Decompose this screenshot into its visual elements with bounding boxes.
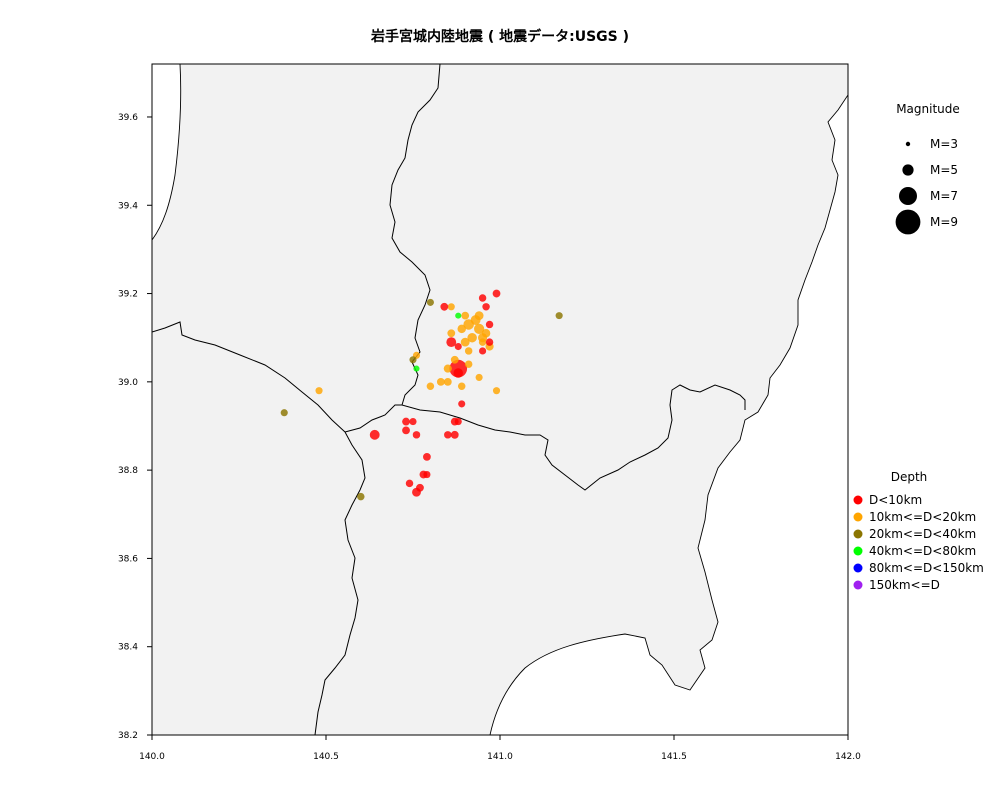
depth-legend-title: Depth [891, 470, 928, 484]
depth-legend-label: 10km<=D<20km [869, 510, 976, 524]
depth-legend-label: 40km<=D<80km [869, 544, 976, 558]
earthquake-point [481, 329, 491, 338]
earthquake-point [457, 382, 466, 390]
earthquake-point [464, 347, 473, 355]
earthquake-point [464, 360, 473, 368]
y-tick-label: 39.0 [118, 378, 138, 388]
earthquake-point [443, 364, 452, 373]
depth-legend-symbol [853, 563, 863, 573]
earthquake-point [280, 409, 288, 417]
border-yamagata-miyagi [314, 431, 366, 735]
chart-title: 岩手宮城内陸地震 ( 地震データ:USGS ) [370, 28, 629, 45]
earthquake-point [478, 294, 487, 302]
earthquake-point [440, 302, 449, 311]
depth-legend-symbol [853, 580, 863, 590]
earthquake-point [453, 368, 463, 378]
y-tick-label: 39.2 [118, 290, 138, 300]
earthquake-point [492, 289, 501, 298]
earthquake-point [446, 337, 457, 348]
earthquake-point [454, 418, 462, 426]
earthquake-point [412, 431, 421, 439]
earthquake-point [315, 387, 323, 395]
depth-legend-label: 150km<=D [869, 578, 940, 592]
earthquake-point [478, 338, 487, 346]
map-area [152, 64, 848, 735]
y-tick-label: 38.4 [118, 643, 138, 653]
magnitude-legend-symbol [895, 209, 921, 235]
earthquake-point [412, 487, 421, 497]
earthquake-point [454, 342, 462, 351]
earthquake-point [482, 303, 490, 311]
depth-legend-symbol [853, 495, 863, 505]
depth-legend-symbol [853, 546, 863, 556]
depth-legend-label: D<10km [869, 493, 922, 507]
earthquake-point [479, 347, 487, 355]
magnitude-legend-label: M=7 [930, 189, 958, 203]
earthquake-point [436, 377, 445, 386]
earthquake-points [280, 289, 563, 501]
border-miyagi-north [344, 384, 746, 491]
land-mass [152, 64, 848, 735]
depth-legend-label: 80km<=D<150km [869, 561, 984, 575]
earthquake-point [492, 387, 501, 395]
earthquake-point [444, 431, 452, 439]
earthquake-point [423, 470, 431, 479]
magnitude-legend-title: Magnitude [896, 102, 960, 116]
y-tick-label: 39.6 [118, 113, 138, 123]
depth-legend-symbol [853, 529, 863, 539]
earthquake-point [457, 324, 466, 334]
earthquake-point [405, 479, 414, 488]
depth-legend-symbol [853, 512, 863, 522]
earthquake-point [450, 430, 459, 439]
magnitude-legend-label: M=5 [930, 163, 958, 177]
earthquake-point [409, 356, 417, 364]
earthquake-point [357, 492, 365, 501]
earthquake-point [426, 298, 434, 306]
x-tick-label: 140.0 [139, 752, 165, 762]
earthquake-point [402, 417, 410, 426]
y-tick-label: 38.8 [118, 466, 138, 476]
earthquake-point [369, 429, 380, 440]
earthquake-point [402, 426, 410, 435]
y-tick-label: 38.2 [118, 731, 138, 741]
magnitude-legend-label: M=9 [930, 215, 958, 229]
depth-legend: Depth D<10km 10km<=D<20km 20km<=D<40km 40km<… [853, 470, 984, 592]
x-tick-label: 141.0 [487, 752, 513, 762]
y-tick-label: 38.6 [118, 554, 138, 564]
earthquake-point [474, 323, 485, 334]
earthquake-point [460, 337, 470, 347]
earthquake-point [485, 320, 494, 329]
earthquake-point [447, 303, 455, 311]
x-tick-label: 140.5 [313, 752, 339, 762]
earthquake-point [555, 312, 563, 320]
earthquake-point [413, 365, 420, 372]
earthquake-point [455, 312, 462, 319]
magnitude-legend-label: M=3 [930, 137, 958, 151]
earthquake-point [450, 355, 459, 364]
earthquake-point [485, 338, 494, 346]
earthquake-point [423, 452, 431, 461]
earthquake-point [475, 373, 483, 381]
earthquake-point [461, 311, 470, 320]
magnitude-legend: Magnitude M=3 M=5 M=7 M=9 [895, 102, 960, 235]
magnitude-legend-symbol [905, 141, 911, 147]
border-akita-yamagata [152, 321, 346, 433]
earthquake-point [426, 382, 435, 390]
earthquake-point [443, 377, 452, 386]
y-tick-label: 39.4 [118, 201, 138, 211]
depth-legend-label: 20km<=D<40km [869, 527, 976, 541]
magnitude-legend-symbol [902, 164, 914, 176]
earthquake-point [467, 332, 477, 343]
earthquake-point [474, 311, 484, 321]
earthquake-point [458, 400, 466, 408]
earthquake-point [409, 418, 417, 426]
earthquake-point [447, 329, 456, 338]
axes: 140.0 140.5 141.0 141.5 142.0 38.2 38.4 38.6 38.… [118, 113, 861, 762]
x-tick-label: 141.5 [661, 752, 687, 762]
magnitude-legend-symbol [899, 187, 917, 205]
x-tick-label: 142.0 [835, 752, 861, 762]
